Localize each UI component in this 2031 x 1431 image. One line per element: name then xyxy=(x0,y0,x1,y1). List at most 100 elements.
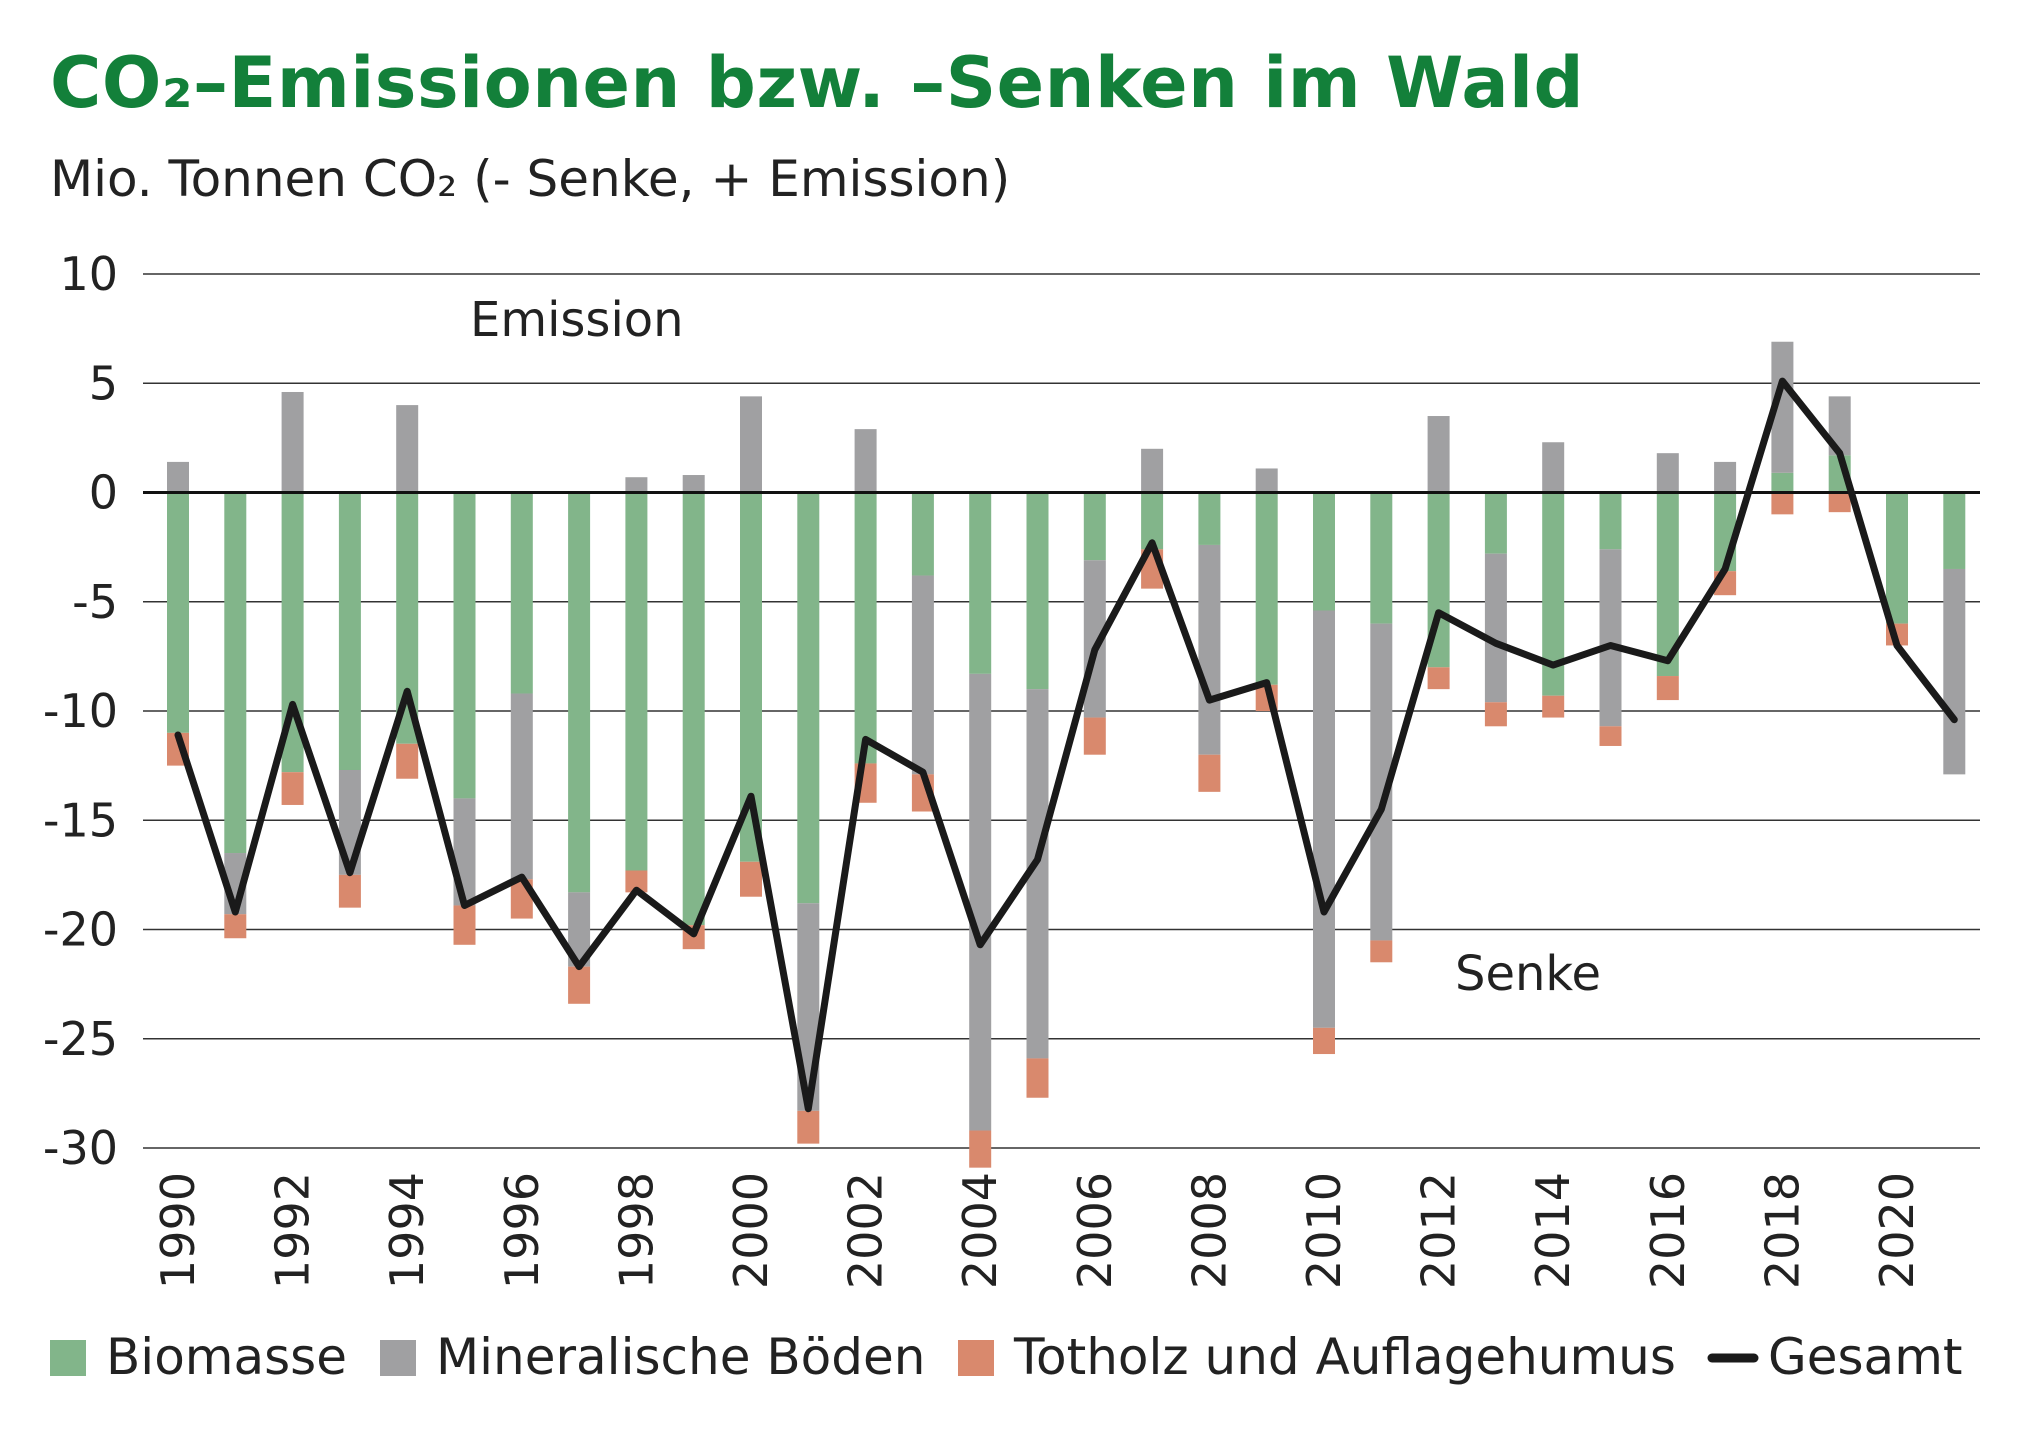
bar-layer xyxy=(167,341,1966,1168)
x-tick-label: 2016 xyxy=(1641,1172,1695,1289)
bar-mineralische-boeden xyxy=(682,475,705,493)
bar-totholz xyxy=(1427,667,1450,690)
bar-mineralische-boeden xyxy=(1542,442,1565,493)
legend: Biomasse Mineralische Böden Totholz und Au… xyxy=(50,1328,1963,1386)
bar-mineralische-boeden xyxy=(1771,341,1794,473)
line-gesamt xyxy=(174,377,1958,1113)
x-tick-label: 1996 xyxy=(495,1172,549,1289)
legend-label: Biomasse xyxy=(106,1328,347,1386)
x-tick-label: 2020 xyxy=(1870,1172,1924,1289)
x-tick-label: 2000 xyxy=(724,1172,778,1289)
bar-mineralische-boeden xyxy=(1198,544,1221,755)
y-tick-label: 5 xyxy=(89,356,118,410)
bar-totholz xyxy=(396,743,419,779)
bar-mineralische-boeden xyxy=(1828,396,1851,456)
bar-biomasse xyxy=(1771,472,1794,493)
bar-biomasse xyxy=(1026,492,1049,690)
bar-mineralische-boeden xyxy=(167,461,189,493)
x-tick-label: 1992 xyxy=(266,1172,320,1289)
bar-biomasse xyxy=(1542,492,1565,696)
x-tick-label: 2006 xyxy=(1068,1172,1122,1289)
x-tick-label: 2018 xyxy=(1755,1172,1809,1289)
bar-mineralische-boeden xyxy=(281,391,304,493)
bar-mineralische-boeden xyxy=(1714,461,1737,493)
bar-totholz xyxy=(1656,676,1679,701)
bar-biomasse xyxy=(682,492,705,926)
legend-swatch xyxy=(958,1340,994,1376)
bar-biomasse xyxy=(625,492,648,871)
line-layer xyxy=(174,377,1958,1113)
bar-mineralische-boeden xyxy=(625,477,648,493)
y-tick-label: 0 xyxy=(89,466,118,520)
x-tick-label: 2014 xyxy=(1526,1172,1580,1289)
bar-biomasse xyxy=(1370,492,1393,624)
legend-item: Mineralische Böden xyxy=(380,1328,925,1386)
bar-biomasse xyxy=(797,492,820,904)
bar-totholz xyxy=(1313,1027,1335,1055)
x-tick-label: 1998 xyxy=(609,1172,663,1289)
bar-biomasse xyxy=(453,492,476,799)
bar-biomasse xyxy=(911,492,934,576)
legend-item: Totholz und Auflagehumus xyxy=(958,1328,1676,1386)
bar-mineralische-boeden xyxy=(969,673,992,1131)
bar-totholz xyxy=(1828,492,1851,513)
bar-mineralische-boeden xyxy=(1313,610,1335,1028)
bar-totholz xyxy=(453,905,476,945)
bar-mineralische-boeden xyxy=(396,405,419,493)
bar-mineralische-boeden xyxy=(854,429,877,493)
bar-totholz xyxy=(1026,1058,1049,1098)
bar-mineralische-boeden xyxy=(740,396,762,493)
x-tick-label: 1994 xyxy=(380,1172,434,1289)
bar-biomasse xyxy=(1141,492,1164,550)
x-tick-label: 2012 xyxy=(1412,1172,1466,1289)
bar-mineralische-boeden xyxy=(1427,416,1450,493)
chart-subtitle: Mio. Tonnen CO₂ (- Senke, + Emission) xyxy=(50,150,1011,208)
bar-mineralische-boeden xyxy=(1599,549,1622,727)
bar-mineralische-boeden xyxy=(911,575,934,775)
bar-biomasse xyxy=(1886,492,1908,624)
bar-totholz xyxy=(1599,726,1622,746)
bar-totholz xyxy=(1370,940,1393,963)
bar-totholz xyxy=(281,772,304,805)
bar-mineralische-boeden xyxy=(1141,448,1164,493)
bar-biomasse xyxy=(338,492,361,770)
bar-totholz xyxy=(1771,492,1794,515)
bar-totholz xyxy=(625,870,648,893)
bar-mineralische-boeden xyxy=(510,693,533,880)
legend-swatch xyxy=(380,1340,416,1376)
x-tick-label: 2010 xyxy=(1297,1172,1351,1289)
legend-swatch xyxy=(50,1340,86,1376)
bar-biomasse xyxy=(1313,492,1335,611)
legend-label: Totholz und Auflagehumus xyxy=(1013,1328,1676,1386)
x-tick-label: 2002 xyxy=(839,1172,893,1289)
bar-biomasse xyxy=(396,492,419,744)
grid-layer xyxy=(143,273,1980,1149)
legend-label: Mineralische Böden xyxy=(436,1328,925,1386)
bar-biomasse xyxy=(224,492,247,854)
bar-mineralische-boeden xyxy=(1656,453,1679,493)
legend-item: Gesamt xyxy=(1707,1328,1963,1386)
bar-biomasse xyxy=(740,492,762,862)
bar-totholz xyxy=(1542,695,1565,718)
bar-biomasse xyxy=(510,492,533,694)
annotation-emission: Emission xyxy=(470,292,684,348)
bar-biomasse xyxy=(1255,492,1278,685)
bar-biomasse xyxy=(1484,492,1507,554)
bar-mineralische-boeden xyxy=(1255,468,1278,493)
bar-mineralische-boeden xyxy=(1484,553,1507,703)
y-tick-label: 10 xyxy=(59,247,118,301)
bar-biomasse xyxy=(1083,492,1106,561)
bar-biomasse xyxy=(1656,492,1679,677)
bar-biomasse xyxy=(1599,492,1622,550)
bar-biomasse xyxy=(969,492,992,674)
x-tick-label: 2008 xyxy=(1182,1172,1236,1289)
bar-mineralische-boeden xyxy=(1370,623,1393,941)
bar-biomasse xyxy=(281,492,304,773)
bar-biomasse xyxy=(568,492,591,893)
y-tick-label: -5 xyxy=(72,575,118,629)
y-axis-ticks: 10 5 0 -5 -10 -15 -20 -25 -30 xyxy=(43,247,118,1175)
bar-totholz xyxy=(1198,754,1221,792)
bar-mineralische-boeden xyxy=(568,892,591,967)
x-axis-ticks: 1990 1992 1994 1996 1998 2000 2002 2004 2006 2008… xyxy=(151,1172,1924,1289)
